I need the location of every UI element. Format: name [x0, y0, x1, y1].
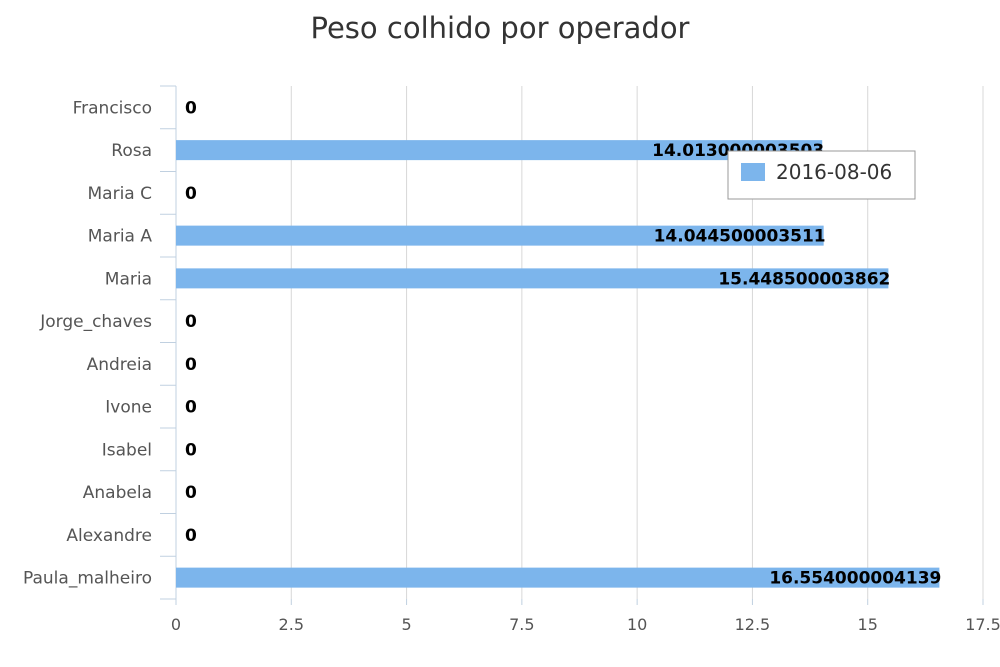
data-label: 0 — [185, 398, 197, 418]
category-label: Ivone — [105, 398, 152, 418]
data-label: 15.448500003862 — [718, 269, 890, 289]
category-label: Andreia — [87, 355, 152, 375]
category-label: Maria A — [88, 227, 153, 247]
data-label: 0 — [185, 526, 197, 546]
category-label: Anabela — [83, 483, 152, 503]
data-label: 14.044500003511 — [654, 227, 826, 247]
x-tick-label: 0 — [171, 615, 181, 634]
data-label: 0 — [185, 312, 197, 332]
data-label: 0 — [185, 440, 197, 460]
category-label: Jorge_chaves — [39, 312, 152, 332]
legend-swatch — [741, 163, 765, 181]
category-label: Maria — [105, 269, 152, 289]
x-tick-label: 10 — [627, 615, 647, 634]
category-label: Rosa — [111, 141, 152, 161]
x-tick-label: 5 — [401, 615, 411, 634]
data-label: 0 — [185, 184, 197, 204]
bar[interactable] — [176, 225, 824, 246]
bar[interactable] — [176, 268, 889, 289]
data-label: 0 — [185, 355, 197, 375]
legend[interactable]: 2016-08-06 — [727, 150, 916, 200]
category-axis — [160, 85, 177, 600]
category-labels: Francisco Rosa Maria C Maria A Maria Jorge_ch… — [23, 98, 152, 588]
x-tick-label: 15 — [858, 615, 878, 634]
legend-series-name[interactable]: 2016-08-06 — [776, 160, 892, 184]
category-label: Isabel — [102, 440, 152, 460]
bar[interactable] — [176, 140, 823, 161]
data-label: 16.554000004139 — [769, 569, 941, 589]
x-tick-label: 17.5 — [965, 615, 1000, 634]
data-label: 0 — [185, 98, 197, 118]
category-label: Francisco — [73, 98, 152, 118]
category-label: Alexandre — [66, 526, 152, 546]
data-label: 0 — [185, 483, 197, 503]
bars — [176, 140, 940, 588]
category-label: Maria C — [88, 184, 153, 204]
chart-title: Peso colhido por operador — [311, 11, 690, 45]
bar[interactable] — [176, 567, 940, 588]
x-tick-label: 12.5 — [735, 615, 771, 634]
category-label: Paula_malheiro — [23, 569, 152, 589]
x-tick-label: 2.5 — [279, 615, 304, 634]
value-axis-ticks: 0 2.5 5 7.5 10 12.5 15 17.5 — [171, 599, 1000, 634]
x-tick-label: 7.5 — [509, 615, 534, 634]
